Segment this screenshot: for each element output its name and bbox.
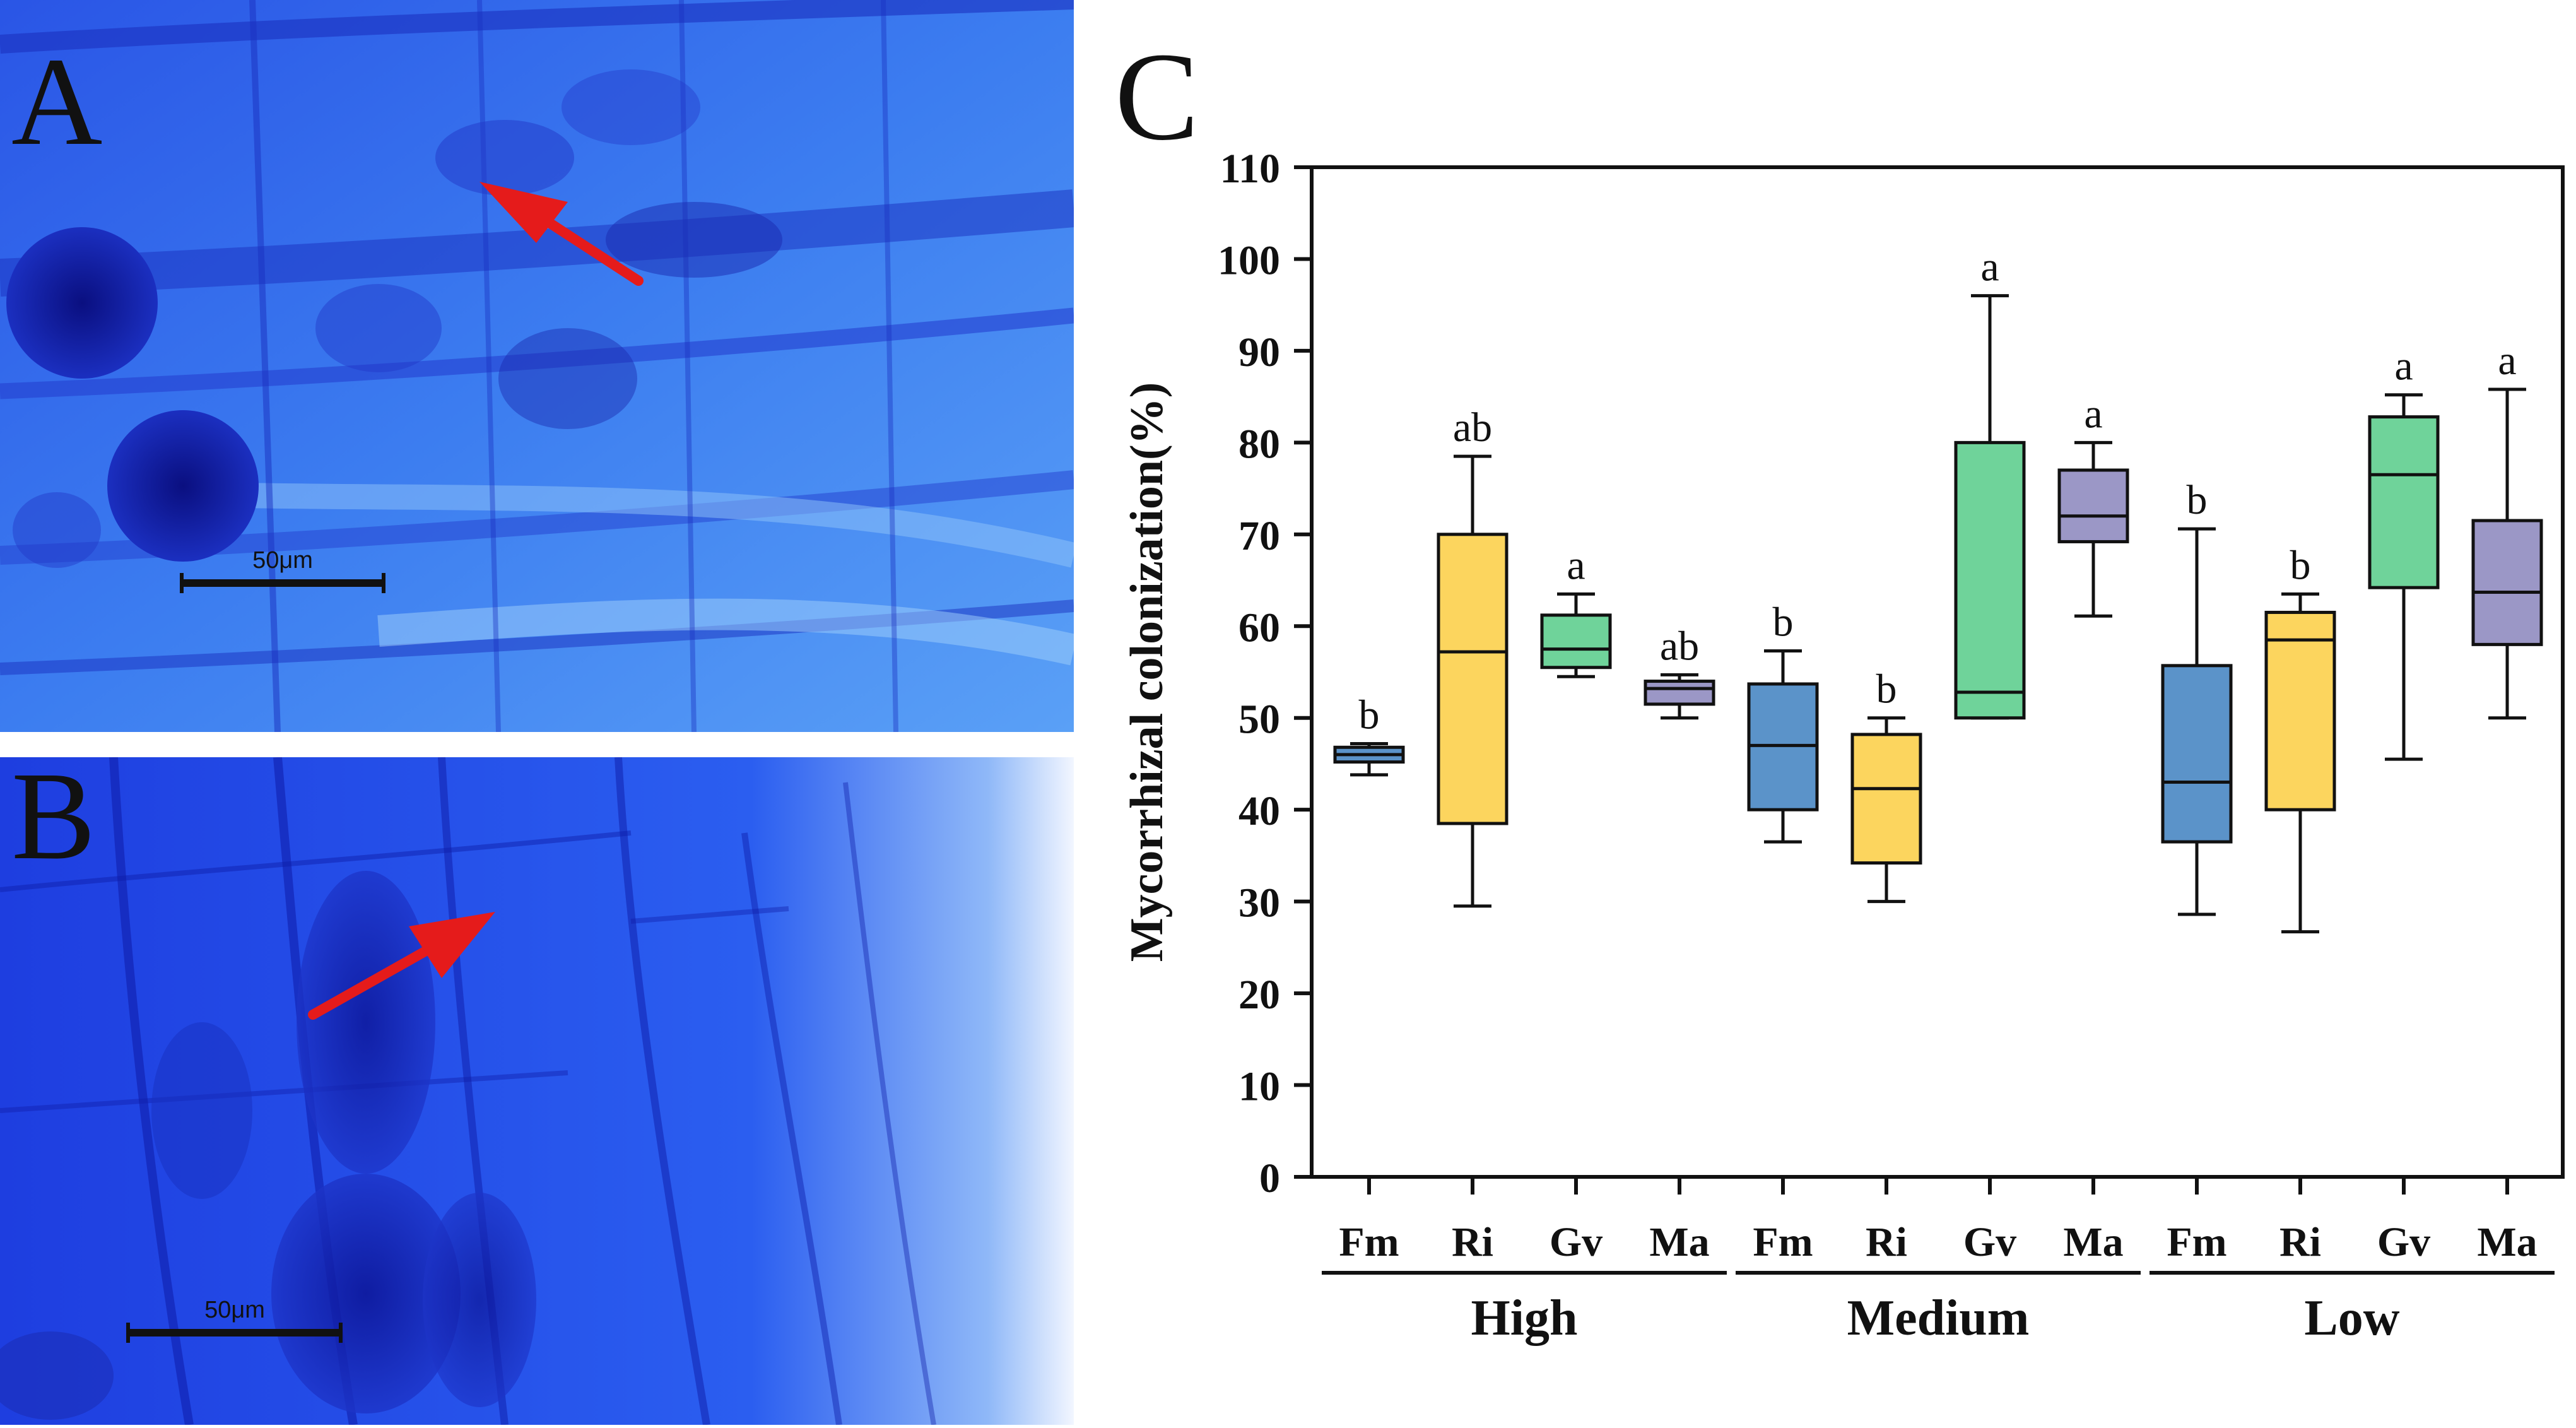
panel-c-letter: C xyxy=(1115,27,1199,167)
y-tick-label: 90 xyxy=(1238,329,1280,375)
y-tick-label: 70 xyxy=(1238,513,1280,559)
x-category-label: Gv xyxy=(2377,1219,2430,1265)
x-category-label: Fm xyxy=(2167,1219,2226,1265)
significance-label: a xyxy=(2084,391,2102,437)
y-tick-label: 50 xyxy=(1238,697,1280,743)
box-low-ma xyxy=(2471,519,2543,646)
x-category-label: Ma xyxy=(1649,1219,1709,1265)
micrograph-a: A 50μm xyxy=(0,0,1074,732)
x-category-label: Fm xyxy=(1753,1219,1813,1265)
plot-frame xyxy=(1310,165,2565,1179)
box-medium-ri xyxy=(1850,733,1922,865)
box-plot-chart: C 0 10 20 30 40 50 60 70 80 90 100 110 Mycorrhizal c… xyxy=(1115,27,2565,1346)
box-low-gv xyxy=(2368,415,2440,589)
scale-bar-b: 50μm xyxy=(126,1297,343,1343)
y-tick-label: 80 xyxy=(1238,421,1280,467)
significance-label: a xyxy=(1567,542,1585,588)
box-high-gv xyxy=(1540,613,1612,670)
x-category-label: Ma xyxy=(2477,1219,2537,1265)
panel-b-letter: B xyxy=(11,757,95,886)
significance-label: b xyxy=(1359,692,1380,738)
significance-label: ab xyxy=(1453,404,1492,451)
y-tick-label: 40 xyxy=(1238,788,1280,834)
y-tick-label: 100 xyxy=(1218,237,1280,283)
significance-label: b xyxy=(2187,477,2208,523)
significance-label: b xyxy=(1876,666,1897,712)
scale-bar-a-label: 50μm xyxy=(252,547,313,574)
box-high-ma xyxy=(1644,680,1715,706)
panel-a-letter: A xyxy=(11,32,102,172)
y-tick-label: 60 xyxy=(1238,605,1280,651)
arrow-a-icon xyxy=(479,182,644,286)
micrograph-b: B 50μm xyxy=(0,757,1074,1425)
x-category-label: Gv xyxy=(1963,1219,2016,1265)
group-label-low: Low xyxy=(2304,1290,2399,1346)
significance-label: a xyxy=(2394,343,2413,389)
y-tick-label: 30 xyxy=(1238,880,1280,926)
x-category-label: Ma xyxy=(2063,1219,2123,1265)
y-tick-label: 20 xyxy=(1238,972,1280,1018)
x-category-label: Gv xyxy=(1550,1219,1603,1265)
y-axis-label: Mycorrhizal colonization(%) xyxy=(1121,382,1173,962)
y-tick-label: 10 xyxy=(1238,1064,1280,1110)
box-medium-gv xyxy=(1954,440,2026,720)
box-medium-ma xyxy=(2057,468,2129,543)
y-tick-label: 110 xyxy=(1220,146,1280,192)
y-tick-label: 0 xyxy=(1259,1155,1280,1201)
micrograph-b-image: B 50μm xyxy=(0,757,1074,1425)
box-low-fm xyxy=(2161,664,2233,844)
significance-label: b xyxy=(2290,542,2311,588)
group-label-high: High xyxy=(1471,1290,1578,1346)
group-label-medium: Medium xyxy=(1847,1290,2030,1346)
box-high-ri xyxy=(1437,533,1509,825)
x-category-label: Ri xyxy=(1866,1219,1907,1265)
scale-bar-a: 50μm xyxy=(180,547,385,593)
scale-bar-b-label: 50μm xyxy=(204,1297,265,1323)
micrograph-a-image: A 50μm xyxy=(0,0,1074,732)
significance-label: a xyxy=(1980,244,1999,290)
x-category-label: Ri xyxy=(1452,1219,1493,1265)
significance-label: ab xyxy=(1660,623,1699,669)
significance-label: b xyxy=(1773,599,1794,646)
significance-label: a xyxy=(2498,338,2516,384)
x-category-label: Ri xyxy=(2279,1219,2321,1265)
chart-panel-c: C 0 10 20 30 40 50 60 70 80 90 100 110 Mycorrhizal c… xyxy=(1074,0,2576,1425)
arrow-b-icon xyxy=(308,912,495,1020)
x-category-label: Fm xyxy=(1339,1219,1399,1265)
box-low-ri xyxy=(2264,610,2336,811)
